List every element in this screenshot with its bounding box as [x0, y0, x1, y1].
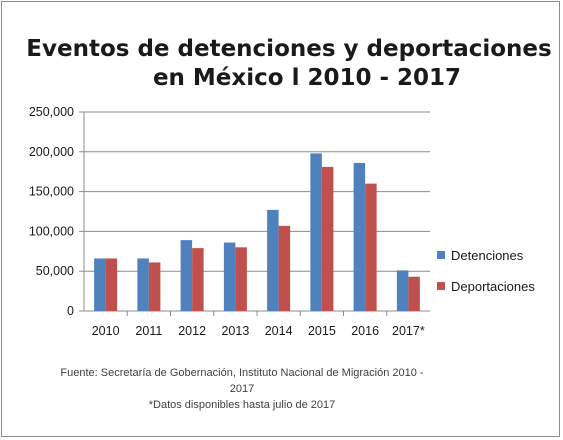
y-tick-label: 50,000	[36, 264, 74, 278]
y-tick-label: 0	[67, 304, 74, 318]
bar-deportaciones-2016	[365, 183, 377, 311]
bar-detenciones-2016	[353, 162, 366, 311]
source-note-line-1: Fuente: Secretaría de Gobernación, Insti…	[60, 367, 424, 379]
y-axis-tick-labels: 0 50,000 100,000 150,000 200,000 250,000	[29, 105, 74, 318]
axes	[83, 112, 430, 316]
bar-deportaciones-2013	[235, 247, 247, 311]
bar-deportaciones-2011	[148, 262, 161, 311]
x-tick-label: 2013	[221, 324, 249, 338]
y-tick-label: 150,000	[29, 185, 74, 199]
bars	[94, 153, 420, 311]
bar-detenciones-2015	[310, 153, 322, 311]
x-tick-label: 2010	[92, 324, 120, 338]
bar-deportaciones-2012	[192, 248, 204, 311]
x-axis-tick-labels: 2010 2011 2012 2013 2014 2015 2016 2017*	[92, 324, 425, 338]
bar-detenciones-2011	[137, 258, 149, 311]
chart-title-line-2: en México l 2010 - 2017	[153, 65, 461, 91]
bar-deportaciones-2010	[105, 258, 118, 311]
bar-detenciones-2010	[94, 258, 106, 311]
y-tick-label: 200,000	[29, 145, 74, 159]
y-tick-label: 250,000	[29, 105, 74, 119]
bar-detenciones-2013	[223, 242, 236, 311]
legend-swatch-detenciones	[437, 251, 445, 259]
bar-detenciones-2012	[180, 240, 193, 311]
chart-title-line-1: Eventos de detenciones y deportaciones	[26, 36, 551, 62]
x-tick-label: 2015	[308, 324, 336, 338]
x-tick-label: 2016	[351, 324, 379, 338]
bar-deportaciones-2015	[321, 166, 334, 311]
bar-chart: Eventos de detenciones y deportaciones e…	[26, 36, 551, 411]
x-tick-label: 2012	[178, 324, 206, 338]
bar-detenciones-2017	[396, 270, 409, 311]
source-note-line-3: *Datos disponibles hasta julio de 2017	[149, 399, 336, 411]
bar-deportaciones-2014	[278, 225, 291, 311]
legend-swatch-deportaciones	[437, 282, 445, 290]
legend-label-detenciones: Detenciones	[451, 248, 524, 263]
source-note-line-2: 2017	[230, 383, 254, 395]
bar-detenciones-2014	[267, 209, 279, 311]
y-tick-label: 100,000	[29, 224, 74, 238]
bar-deportaciones-2017	[408, 276, 420, 311]
legend-label-deportaciones: Deportaciones	[451, 279, 535, 294]
x-tick-label: 2014	[265, 324, 293, 338]
x-tick-label: 2017*	[392, 324, 425, 338]
x-tick-label: 2011	[135, 324, 162, 338]
legend: Detenciones Deportaciones	[437, 248, 535, 294]
gridlines	[79, 111, 430, 312]
